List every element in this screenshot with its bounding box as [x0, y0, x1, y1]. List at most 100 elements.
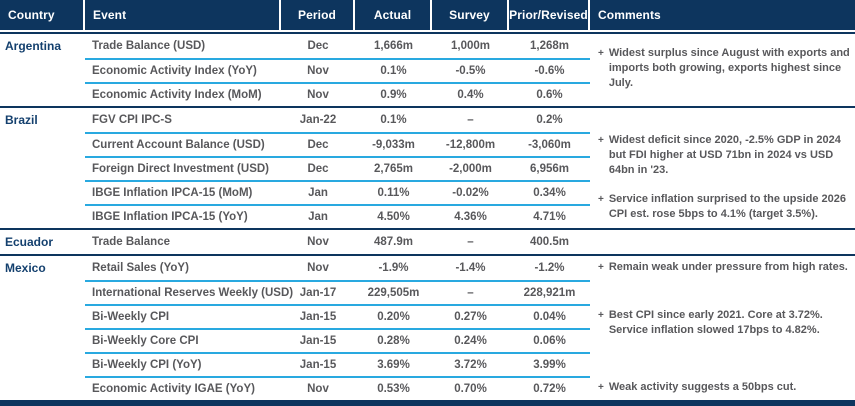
event-cell: Trade Balance	[92, 236, 170, 248]
table-row: Bi-Weekly CPI Jan-15 0.20% 0.27% 0.04%	[85, 304, 590, 328]
table-row: Trade Balance Nov 487.9m – 400.5m	[85, 230, 590, 254]
period-cell: Dec	[307, 163, 329, 175]
comment-item: + Weak activity suggests a 50bps cut.	[598, 380, 851, 395]
actual-cell: 2,765m	[373, 163, 413, 175]
header-comments: Comments	[598, 8, 661, 22]
table-row: IBGE Inflation IPCA-15 (YoY) Jan 4.50% 4.36…	[85, 204, 590, 228]
comment-item: + Remain weak under pressure from high ra…	[598, 260, 851, 275]
actual-cell: 0.53%	[377, 383, 410, 395]
actual-cell: 487.9m	[373, 236, 413, 248]
survey-cell: –	[467, 236, 474, 248]
actual-cell: 0.28%	[377, 335, 410, 347]
prior-cell: 228,921m	[523, 287, 576, 299]
table-row: Current Account Balance (USD) Dec -9,033m -…	[85, 132, 590, 156]
actual-cell: 4.50%	[377, 211, 410, 223]
prior-cell: 4.71%	[533, 211, 566, 223]
country-label: Ecuador	[5, 235, 54, 249]
prior-cell: 0.6%	[536, 89, 563, 101]
event-cell: Current Account Balance (USD)	[92, 139, 265, 151]
period-cell: Jan-15	[299, 359, 337, 371]
period-cell: Nov	[307, 236, 329, 248]
event-cell: IBGE Inflation IPCA-15 (YoY)	[92, 211, 248, 223]
header-gap	[0, 30, 855, 32]
actual-cell: -1.9%	[378, 262, 409, 274]
country-group-ecuador: Ecuador Trade Balance Nov 487.9m – 400.5m	[0, 228, 855, 254]
prior-cell: 1,268m	[529, 40, 569, 52]
actual-cell: 0.11%	[377, 187, 410, 199]
period-cell: Dec	[307, 40, 329, 52]
period-cell: Nov	[307, 89, 329, 101]
header-country: Country	[0, 0, 85, 30]
header-survey: Survey	[432, 0, 509, 30]
table-row: Economic Activity IGAE (YoY) Nov 0.53% 0.70…	[85, 376, 590, 400]
table-row: Retail Sales (YoY) Nov -1.9% -1.4% -1.2%	[85, 256, 590, 280]
prior-cell: -3,060m	[528, 139, 571, 151]
survey-cell: -0.02%	[452, 187, 489, 199]
prior-cell: -0.6%	[534, 65, 565, 77]
event-cell: Economic Activity Index (YoY)	[92, 65, 257, 77]
survey-cell: -0.5%	[455, 65, 486, 77]
actual-cell: 3.69%	[377, 359, 410, 371]
country-group-argentina: Argentina Trade Balance (USD) Dec 1,666m 1,0…	[0, 32, 855, 106]
prior-cell: 400.5m	[529, 236, 569, 248]
actual-cell: -9,033m	[372, 139, 415, 151]
event-rows: Trade Balance (USD) Dec 1,666m 1,000m 1,268m…	[85, 34, 590, 106]
event-cell: Economic Activity IGAE (YoY)	[92, 383, 255, 395]
header-period: Period	[281, 0, 355, 30]
survey-cell: 0.70%	[454, 383, 487, 395]
comment-text: Remain weak under pressure from high rat…	[608, 261, 848, 273]
event-cell: FGV CPI IPC-S	[92, 114, 172, 126]
bullet-icon: +	[598, 135, 604, 146]
survey-cell: -2,000m	[449, 163, 492, 175]
table-header-row: Country Event Period Actual Survey Prior…	[0, 0, 855, 30]
survey-cell: –	[467, 114, 474, 126]
survey-cell: -1.4%	[455, 262, 486, 274]
prior-cell: 0.06%	[533, 335, 566, 347]
comment-text: Service inflation surprised to the upsid…	[608, 193, 847, 220]
table-row: Trade Balance (USD) Dec 1,666m 1,000m 1,268m	[85, 34, 590, 58]
table-body: Argentina Trade Balance (USD) Dec 1,666m 1,0…	[0, 32, 855, 400]
bullet-icon: +	[598, 382, 604, 393]
country-label: Mexico	[5, 261, 46, 275]
survey-cell: 0.4%	[457, 89, 484, 101]
period-cell: Jan	[308, 211, 328, 223]
table-row: Economic Activity Index (YoY) Nov 0.1% -0.5…	[85, 58, 590, 82]
event-cell: International Reserves Weekly (USD)	[92, 287, 294, 299]
prior-cell: 6,956m	[529, 163, 569, 175]
period-cell: Jan-15	[299, 311, 337, 323]
actual-cell: 0.20%	[377, 311, 410, 323]
table-row: IBGE Inflation IPCA-15 (MoM) Jan 0.11% -0.0…	[85, 180, 590, 204]
comment-item: + Widest surplus since August with export…	[598, 46, 851, 91]
survey-cell: -12,800m	[445, 139, 496, 151]
comment-text: Weak activity suggests a 50bps cut.	[608, 381, 797, 393]
bullet-icon: +	[598, 194, 604, 205]
event-cell: Foreign Direct Investment (USD)	[92, 163, 269, 175]
survey-cell: –	[467, 287, 474, 299]
survey-cell: 0.24%	[454, 335, 487, 347]
bullet-icon: +	[598, 48, 604, 59]
comment-text: Widest surplus since August with exports…	[608, 47, 850, 89]
comment-text: Best CPI since early 2021. Core at 3.72%…	[608, 309, 823, 336]
comments-cell: + Remain weak under pressure from high ra…	[590, 256, 855, 400]
survey-cell: 4.36%	[454, 211, 487, 223]
event-rows: Retail Sales (YoY) Nov -1.9% -1.4% -1.2% Inte…	[85, 256, 590, 400]
event-cell: Bi-Weekly CPI (YoY)	[92, 359, 202, 371]
event-rows: Trade Balance Nov 487.9m – 400.5m	[85, 230, 590, 254]
header-event: Event	[85, 0, 281, 30]
actual-cell: 1,666m	[373, 40, 413, 52]
country-group-brazil: Brazil FGV CPI IPC-S Jan-22 0.1% – 0.2% Curren…	[0, 106, 855, 228]
comments-cell	[590, 230, 855, 254]
prior-cell: 0.2%	[536, 114, 563, 126]
bullet-icon: +	[598, 310, 604, 321]
country-label: Argentina	[5, 39, 62, 53]
table-row: Bi-Weekly Core CPI Jan-15 0.28% 0.24% 0.06%	[85, 328, 590, 352]
actual-cell: 0.9%	[380, 89, 407, 101]
table-bottom-border	[0, 400, 855, 406]
period-cell: Nov	[307, 65, 329, 77]
prior-cell: 3.99%	[533, 359, 566, 371]
period-cell: Nov	[307, 383, 329, 395]
comment-item: + Best CPI since early 2021. Core at 3.72…	[598, 308, 851, 338]
event-rows: FGV CPI IPC-S Jan-22 0.1% – 0.2% Current Acco…	[85, 108, 590, 228]
period-cell: Jan-17	[299, 287, 337, 299]
